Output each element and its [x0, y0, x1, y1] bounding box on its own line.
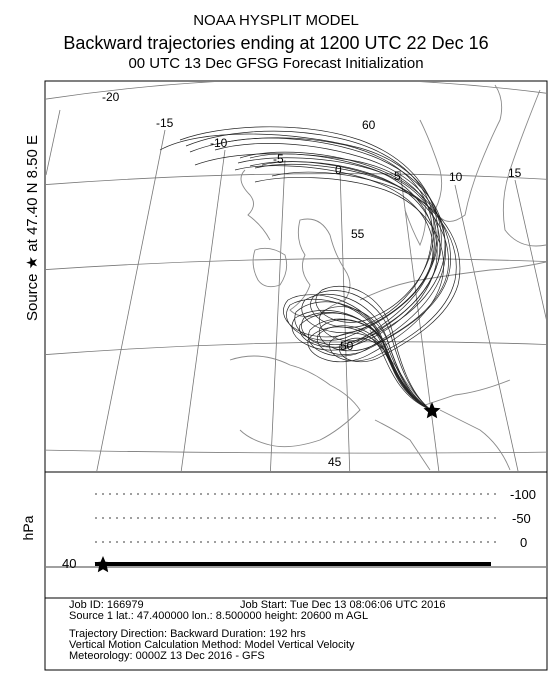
pressure-tick-label: -100 — [510, 487, 536, 502]
lon-label: 5 — [394, 169, 401, 183]
lon-label: 10 — [449, 170, 463, 184]
pressure-tick-label: -50 — [512, 511, 531, 526]
vertical-motion-method: Vertical Motion Calculation Method: Mode… — [69, 639, 355, 651]
model-title: NOAA HYSPLIT MODEL — [193, 12, 359, 29]
lat-label: 45 — [328, 455, 342, 469]
left-height-label: 40 — [62, 556, 76, 571]
source-info: Source 1 lat.: 47.400000 lon.: 8.500000 … — [69, 610, 369, 622]
chart-subtitle: 00 UTC 13 Dec GFSG Forecast Initializati… — [128, 55, 424, 72]
trajectory-height-band — [95, 562, 491, 566]
lon-label: -15 — [156, 116, 174, 130]
lon-label: -20 — [102, 90, 120, 104]
trajectory-lines — [159, 126, 461, 411]
meteorology: Meteorology: 0000Z 13 Dec 2016 - GFS — [69, 650, 265, 662]
pressure-tick-label: 0 — [520, 535, 527, 550]
lon-label: -10 — [210, 136, 228, 150]
job-start: Job Start: Tue Dec 13 08:06:06 UTC 2016 — [240, 599, 446, 611]
vertical-axis-label: hPa — [20, 515, 36, 541]
vertical-profile-frame — [44, 471, 548, 599]
footer-frame — [44, 597, 548, 671]
vertical-profile: -100 -50 0 40 — [46, 487, 546, 573]
source-star-icon — [423, 402, 441, 419]
latitude-lines — [46, 82, 546, 454]
longitude-lines — [46, 109, 546, 471]
lat-label: 55 — [351, 227, 365, 241]
coastlines — [229, 84, 546, 471]
lon-label: 15 — [508, 166, 522, 180]
lon-label: 0 — [335, 163, 342, 177]
chart-title: Backward trajectories ending at 1200 UTC… — [63, 33, 489, 53]
lon-label: -5 — [273, 152, 284, 166]
job-id: Job ID: 166979 — [69, 599, 144, 611]
lat-label: 60 — [362, 118, 376, 132]
source-star-icon — [94, 556, 112, 573]
trajectory-direction: Trajectory Direction: Backward Duration:… — [69, 628, 306, 640]
lat-label: 50 — [340, 339, 354, 353]
